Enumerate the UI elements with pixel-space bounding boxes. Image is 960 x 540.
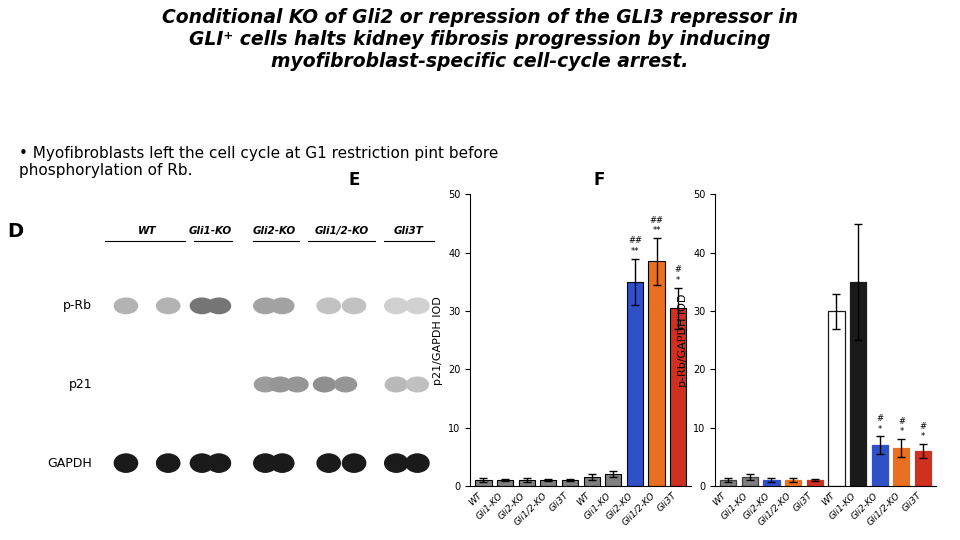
Ellipse shape xyxy=(114,454,137,472)
Ellipse shape xyxy=(269,377,291,392)
Ellipse shape xyxy=(343,454,366,472)
Ellipse shape xyxy=(406,298,429,314)
Ellipse shape xyxy=(253,454,276,472)
Text: F: F xyxy=(593,171,605,188)
Text: • Myofibroblasts left the cell cycle at G1 restriction pint before
phosphorylati: • Myofibroblasts left the cell cycle at … xyxy=(19,146,498,178)
Text: Gli2-KO: Gli2-KO xyxy=(252,226,296,235)
Ellipse shape xyxy=(385,377,407,392)
Text: ##
**: ## ** xyxy=(650,216,663,235)
Text: #
*: # * xyxy=(898,417,905,436)
Y-axis label: p-Rb/GAPDH IOD: p-Rb/GAPDH IOD xyxy=(678,294,687,387)
Ellipse shape xyxy=(190,298,213,314)
Text: Gli1-KO: Gli1-KO xyxy=(189,226,232,235)
Text: ##
**: ## ** xyxy=(628,236,642,255)
Bar xyxy=(627,282,643,486)
Bar xyxy=(720,480,736,486)
Ellipse shape xyxy=(156,298,180,314)
Ellipse shape xyxy=(271,454,294,472)
Bar xyxy=(893,448,909,486)
Ellipse shape xyxy=(335,377,356,392)
Text: Gli3T: Gli3T xyxy=(394,226,424,235)
Bar xyxy=(785,480,802,486)
Bar xyxy=(806,480,823,486)
Bar xyxy=(850,282,866,486)
Ellipse shape xyxy=(254,377,276,392)
Text: GAPDH: GAPDH xyxy=(47,457,92,470)
Ellipse shape xyxy=(385,298,408,314)
Bar xyxy=(497,480,514,486)
Text: D: D xyxy=(8,221,24,241)
Bar xyxy=(670,308,686,486)
Text: #
*: # * xyxy=(876,414,883,434)
Bar xyxy=(828,311,845,486)
Ellipse shape xyxy=(317,298,340,314)
Ellipse shape xyxy=(317,454,340,472)
Bar xyxy=(872,445,888,486)
Ellipse shape xyxy=(207,454,230,472)
Bar xyxy=(475,480,492,486)
Bar xyxy=(915,451,931,486)
Bar xyxy=(562,480,578,486)
Text: #
*: # * xyxy=(675,265,682,285)
Ellipse shape xyxy=(286,377,308,392)
Ellipse shape xyxy=(314,377,335,392)
Bar xyxy=(763,480,780,486)
Ellipse shape xyxy=(343,298,366,314)
Text: Conditional KO of Gli2 or repression of the GLI3 repressor in
GLI⁺ cells halts k: Conditional KO of Gli2 or repression of … xyxy=(162,8,798,71)
Bar xyxy=(742,477,758,486)
Bar xyxy=(648,261,664,486)
Bar xyxy=(540,480,557,486)
Text: p-Rb: p-Rb xyxy=(63,299,92,312)
Ellipse shape xyxy=(406,377,428,392)
Ellipse shape xyxy=(406,454,429,472)
Ellipse shape xyxy=(190,454,213,472)
Bar xyxy=(518,480,535,486)
Y-axis label: p21/GAPDH IOD: p21/GAPDH IOD xyxy=(433,296,443,384)
Ellipse shape xyxy=(385,454,408,472)
Text: #
*: # * xyxy=(920,422,926,441)
Text: WT: WT xyxy=(137,226,156,235)
Ellipse shape xyxy=(207,298,230,314)
Text: E: E xyxy=(349,171,360,188)
Text: p21: p21 xyxy=(68,378,92,391)
Bar xyxy=(584,477,600,486)
Ellipse shape xyxy=(271,298,294,314)
Text: Gli1/2-KO: Gli1/2-KO xyxy=(314,226,369,235)
Bar xyxy=(605,474,621,486)
Ellipse shape xyxy=(156,454,180,472)
Ellipse shape xyxy=(253,298,276,314)
Ellipse shape xyxy=(114,298,137,314)
